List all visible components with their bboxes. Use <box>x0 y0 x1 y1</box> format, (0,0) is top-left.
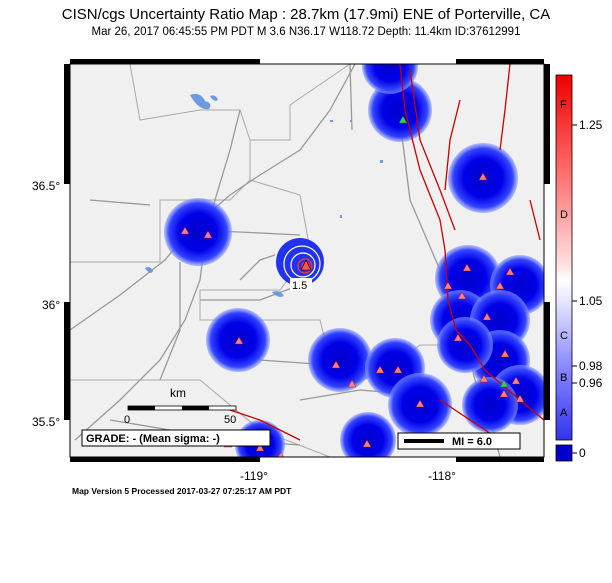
mi-legend-text: MI = 6.0 <box>452 436 492 448</box>
lat-label-36: 36° <box>42 298 60 312</box>
lat-label-35-5: 35.5° <box>32 415 60 429</box>
scale-bar: km 0 50 <box>124 386 237 426</box>
lon-label-119: -119° <box>240 469 268 483</box>
colorbar-value-1-05: 1.05 <box>579 294 603 308</box>
color-bar: F D D C B A 1.25 1.05 0.98 0.96 0 <box>555 74 603 462</box>
epicenter-label-box <box>290 278 312 291</box>
mi-legend-bar <box>404 439 444 443</box>
colorbar-value-0: 0 <box>579 446 586 460</box>
colorbar-letter-f: F <box>560 99 567 111</box>
colorbar-letter-a: A <box>560 407 568 419</box>
station-markers <box>180 172 525 457</box>
epicenter-star <box>300 259 312 271</box>
scale-unit: km <box>170 386 186 400</box>
grade-box <box>81 429 271 447</box>
colorbar-value-1-25: 1.25 <box>579 118 603 132</box>
scale-start: 0 <box>124 414 130 426</box>
lon-label-118: -118° <box>428 469 456 483</box>
map-title: CISN/cgs Uncertainty Ratio Map : 28.7km … <box>61 6 551 23</box>
colorbar-value-0-96: 0.96 <box>579 376 603 390</box>
scale-end: 50 <box>224 414 236 426</box>
reference-stations <box>398 115 509 388</box>
colorbar-letter-b: B <box>560 372 567 384</box>
epicenter-label: 1.5 <box>292 280 307 292</box>
colorbar-letter-c: C <box>560 330 568 342</box>
map-version-footer: Map Version 5 Processed 2017-03-27 07:25… <box>72 486 292 496</box>
mi-legend-box <box>397 432 521 450</box>
grade-text: GRADE: - (Mean sigma: -) <box>86 433 220 445</box>
map-frame <box>69 63 545 458</box>
colorbar-value-0-98: 0.98 <box>579 359 603 373</box>
map-edge-ticks <box>64 59 550 462</box>
lat-label-36-5: 36.5° <box>32 179 60 193</box>
event-info: Mar 26, 2017 06:45:55 PM PDT M 3.6 N36.1… <box>91 26 521 38</box>
uncertainty-coverage <box>164 64 544 457</box>
color-bar-zero-swatch <box>555 444 573 462</box>
colorbar-letter-e: D <box>560 209 568 221</box>
